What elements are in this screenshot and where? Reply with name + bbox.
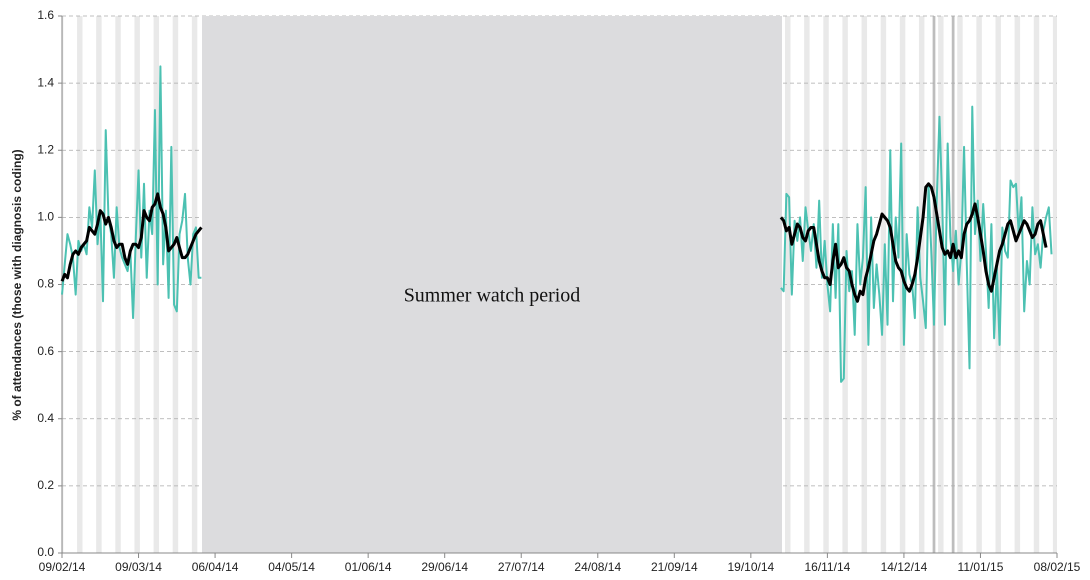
y-tick-label: 1.2 [37,142,54,156]
y-tick-label: 0.2 [37,478,54,492]
x-tick-label: 27/07/14 [498,560,545,574]
x-tick-label: 06/04/14 [192,560,239,574]
y-tick-label: 0.6 [37,344,54,358]
weekend-stripe [134,16,140,553]
x-tick-label: 04/05/14 [268,560,315,574]
x-tick-label: 11/01/15 [958,560,1004,574]
weekend-stripe [785,16,791,553]
x-tick-label: 14/12/14 [881,560,928,574]
x-tick-label: 08/02/15 [1034,560,1081,574]
y-tick-label: 0.8 [37,277,54,291]
data-line [60,182,1048,303]
x-tick-label: 21/09/14 [651,560,698,574]
x-tick-label: 09/02/14 [39,560,86,574]
weekend-stripe [1052,16,1057,553]
y-axis-label: % of attendances (those with diagnosis c… [10,149,24,420]
x-tick-label: 09/03/14 [115,560,162,574]
y-tick-label: 1.4 [37,75,54,89]
x-tick-label: 29/06/14 [421,560,468,574]
x-tick-label: 01/06/14 [345,560,392,574]
y-tick-label: 1.0 [37,210,54,224]
weekend-stripe [191,16,198,553]
x-tick-label: 24/08/14 [574,560,621,574]
y-tick-label: 0.0 [37,545,54,559]
x-tick-label: 16/11/14 [804,560,850,574]
y-tick-label: 1.6 [37,8,54,22]
x-tick-label: 19/10/14 [727,560,774,574]
summer-period-box [202,16,782,553]
y-tick-label: 0.4 [37,411,54,425]
annotation: Summer watch period [404,285,581,307]
